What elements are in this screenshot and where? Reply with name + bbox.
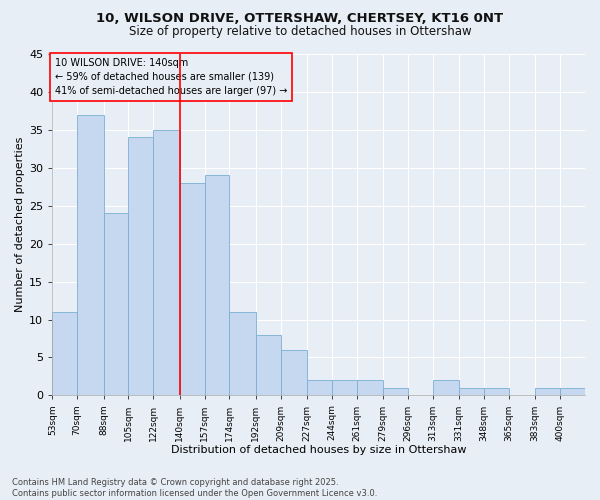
X-axis label: Distribution of detached houses by size in Ottershaw: Distribution of detached houses by size … — [171, 445, 466, 455]
Bar — [205, 176, 229, 396]
Text: Contains HM Land Registry data © Crown copyright and database right 2025.
Contai: Contains HM Land Registry data © Crown c… — [12, 478, 377, 498]
Bar — [560, 388, 585, 396]
Text: Size of property relative to detached houses in Ottershaw: Size of property relative to detached ho… — [128, 25, 472, 38]
Bar — [52, 312, 77, 396]
Bar — [332, 380, 357, 396]
Bar — [307, 380, 332, 396]
Text: 10, WILSON DRIVE, OTTERSHAW, CHERTSEY, KT16 0NT: 10, WILSON DRIVE, OTTERSHAW, CHERTSEY, K… — [97, 12, 503, 26]
Bar — [484, 388, 509, 396]
Bar — [535, 388, 560, 396]
Bar — [256, 334, 281, 396]
Bar — [281, 350, 307, 396]
Bar — [357, 380, 383, 396]
Bar — [383, 388, 408, 396]
Bar — [153, 130, 179, 396]
Bar — [433, 380, 459, 396]
Bar — [104, 214, 128, 396]
Bar — [128, 138, 153, 396]
Bar — [459, 388, 484, 396]
Y-axis label: Number of detached properties: Number of detached properties — [15, 137, 25, 312]
Bar — [77, 114, 104, 396]
Bar — [179, 183, 205, 396]
Bar — [229, 312, 256, 396]
Text: 10 WILSON DRIVE: 140sqm
← 59% of detached houses are smaller (139)
41% of semi-d: 10 WILSON DRIVE: 140sqm ← 59% of detache… — [55, 58, 287, 96]
